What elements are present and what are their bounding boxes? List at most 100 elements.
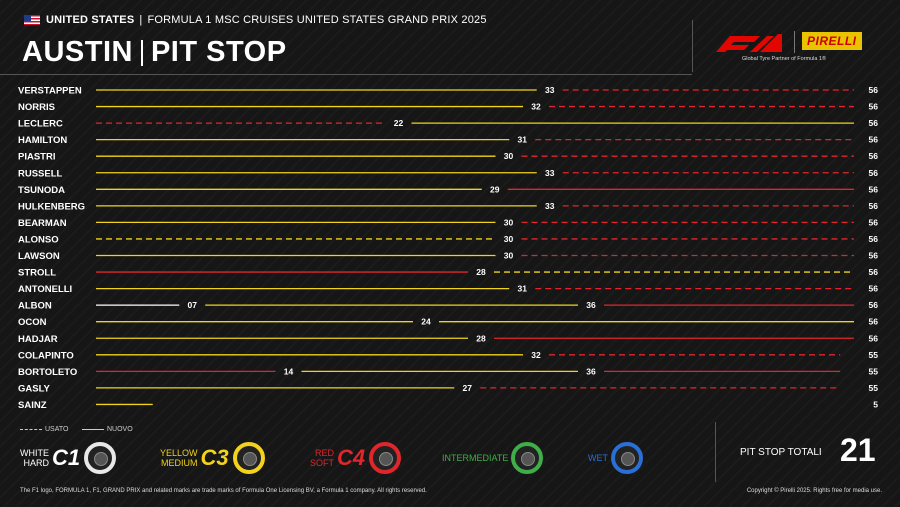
partner-text: Global Tyre Partner of Formula 1® <box>742 56 827 62</box>
tyre-soft-line1: RED <box>314 448 334 458</box>
tyre-legend: WHITE HARD C1 YELLOW MEDIUM C3 RED SOFT … <box>0 438 700 482</box>
finish-lap-label: 56 <box>869 333 879 343</box>
pit-stop-chart: VERSTAPPEN 33 56 NORRIS 32 56 LECLERC 22 56 HAMIL… <box>18 85 879 411</box>
driver-name: ANTONELLI <box>18 284 72 295</box>
pit-lap-label: 33 <box>545 85 555 95</box>
tyre-medium-line1: YELLOW <box>160 448 198 458</box>
finish-lap-label: 56 <box>869 85 879 95</box>
tyre-medium-code: C3 <box>200 445 229 470</box>
tyre-intermediate-name: INTERMEDIATE <box>442 453 509 463</box>
hard-tyre-icon <box>84 442 117 474</box>
pit-lap-label: 33 <box>545 201 555 211</box>
pit-lap-label: 36 <box>586 366 596 376</box>
driver-name: HAMILTON <box>18 135 67 146</box>
finish-lap-label: 56 <box>869 300 879 310</box>
finish-lap-label: 55 <box>869 383 879 393</box>
tyre-hard-line2: HARD <box>23 458 49 468</box>
tyre-soft-name: RED SOFT <box>310 448 334 468</box>
driver-name: GASLY <box>18 383 51 394</box>
pit-lap-label: 33 <box>545 168 555 178</box>
pit-lap-label: 30 <box>504 234 514 244</box>
tyre-wet: WET <box>588 442 643 474</box>
driver-name: ALBON <box>18 301 52 312</box>
driver-name: BORTOLETO <box>18 367 77 378</box>
driver-name: ALONSO <box>18 234 59 245</box>
finish-lap-label: 56 <box>869 251 879 261</box>
tyre-hard-name: WHITE HARD <box>20 448 49 468</box>
finish-lap-label: 56 <box>869 184 879 194</box>
driver-name: OCON <box>18 317 47 328</box>
pit-stop-total-label: PIT STOP TOTALI <box>740 447 822 458</box>
medium-tyre-icon <box>232 442 265 474</box>
pit-lap-label: 30 <box>504 251 514 261</box>
pit-lap-label: 31 <box>518 135 528 145</box>
tyre-hard: WHITE HARD C1 <box>20 442 117 474</box>
solid-line-icon <box>82 429 104 430</box>
tyre-hard-line1: WHITE <box>20 448 49 458</box>
driver-name: SAINZ <box>18 400 47 411</box>
legend-used: USATO <box>20 426 68 433</box>
page-title: AUSTIN PIT STOP <box>22 36 287 69</box>
pirelli-logo: PIRELLI <box>802 32 862 50</box>
pit-lap-label: 07 <box>188 300 198 310</box>
event-header: UNITED STATES | FORMULA 1 MSC CRUISES UN… <box>24 14 487 26</box>
totals-divider <box>715 422 716 482</box>
driver-name: COLAPINTO <box>18 350 74 361</box>
pit-lap-label: 31 <box>518 284 528 294</box>
pit-lap-label: 27 <box>463 383 473 393</box>
driver-name: LAWSON <box>18 251 60 262</box>
finish-lap-label: 55 <box>869 366 879 376</box>
driver-name: HADJAR <box>18 334 58 345</box>
tyre-soft-code: C4 <box>337 445 366 470</box>
finish-lap-label: 56 <box>869 267 879 277</box>
tyre-soft: RED SOFT C4 <box>310 442 402 474</box>
driver-name: VERSTAPPEN <box>18 86 82 97</box>
title-divider <box>140 39 143 66</box>
tyre-wet-name: WET <box>588 453 608 463</box>
pit-lap-label: 28 <box>476 333 486 343</box>
pit-lap-label: 24 <box>421 317 431 327</box>
legend-new-label: NUOVO <box>107 426 133 433</box>
header-rule <box>0 74 692 75</box>
finish-lap-label: 56 <box>869 317 879 327</box>
us-flag-icon <box>24 15 40 25</box>
finish-lap-label: 56 <box>869 168 879 178</box>
pit-lap-label: 28 <box>476 267 486 277</box>
footer-copyright: Copyright © Pirelli 2025. Rights free fo… <box>746 488 882 494</box>
title-topic: PIT STOP <box>150 36 287 68</box>
finish-lap-label: 56 <box>869 217 879 227</box>
finish-lap-label: 56 <box>869 102 879 112</box>
finish-lap-label: 5 <box>873 399 878 409</box>
logo-divider <box>794 31 795 53</box>
title-city: AUSTIN <box>22 36 133 68</box>
finish-lap-label: 56 <box>869 201 879 211</box>
driver-name: LECLERC <box>18 119 63 130</box>
legend-new: NUOVO <box>82 426 133 433</box>
pit-stop-total-value: 21 <box>840 432 876 468</box>
country-label: UNITED STATES <box>46 14 135 26</box>
dashed-line-icon <box>20 429 42 430</box>
wet-tyre-icon <box>611 442 643 474</box>
pit-lap-label: 30 <box>504 217 514 227</box>
driver-name: HULKENBERG <box>18 201 85 212</box>
driver-name: NORRIS <box>18 102 55 113</box>
finish-lap-label: 56 <box>869 135 879 145</box>
pit-lap-label: 36 <box>586 300 596 310</box>
finish-lap-label: 56 <box>869 151 879 161</box>
tyre-medium-name: YELLOW MEDIUM <box>160 448 198 468</box>
f1-logo-icon <box>716 34 782 52</box>
pit-lap-label: 32 <box>531 350 541 360</box>
event-name: FORMULA 1 MSC CRUISES UNITED STATES GRAN… <box>147 14 487 26</box>
driver-name: TSUNODA <box>18 185 65 196</box>
tyre-intermediate: INTERMEDIATE <box>442 442 544 474</box>
pit-lap-label: 14 <box>284 366 294 376</box>
driver-name: RUSSELL <box>18 168 63 179</box>
tyre-medium-line2: MEDIUM <box>161 458 198 468</box>
tyre-soft-line2: SOFT <box>310 458 334 468</box>
pit-lap-label: 29 <box>490 184 500 194</box>
header-separator: | <box>139 14 143 26</box>
finish-lap-label: 56 <box>869 234 879 244</box>
pit-lap-label: 22 <box>394 118 404 128</box>
legend-used-label: USATO <box>45 426 69 433</box>
finish-lap-label: 55 <box>869 350 879 360</box>
